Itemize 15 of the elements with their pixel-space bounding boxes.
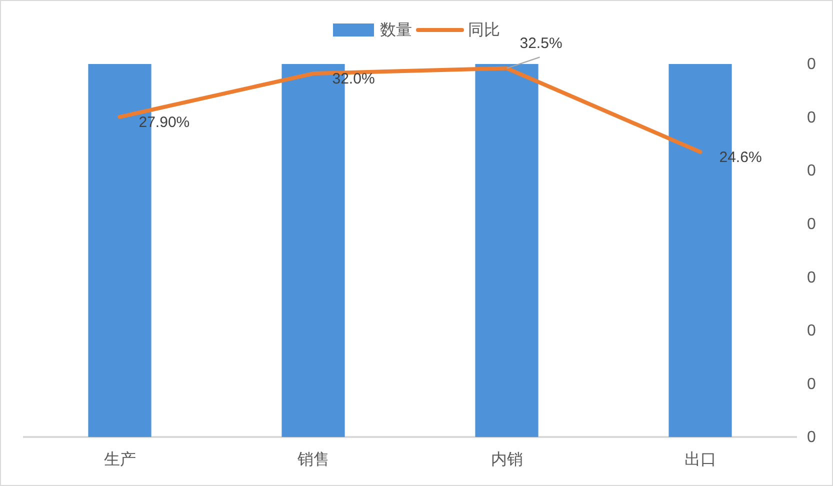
legend-label: 数量 (380, 22, 412, 38)
y2-tick-label: 0 (807, 322, 816, 340)
y2-tick-label: 0 (807, 162, 816, 180)
y2-tick-label: 0 (807, 429, 816, 446)
x-tick-label: 出口 (684, 450, 716, 468)
x-tick-label: 内销 (490, 450, 523, 468)
y2-tick-label: 0 (807, 216, 816, 233)
y2-tick-label: 0 (807, 56, 816, 74)
y2-tick-label: 0 (807, 269, 816, 286)
data-label: 32.5% (520, 34, 562, 52)
y2-tick-label: 0 (807, 376, 816, 393)
y2-tick-label: 0 (807, 109, 816, 126)
x-tick-label: 销售 (296, 451, 330, 468)
legend-label: 同比 (468, 20, 500, 38)
x-tick-label: 生产 (104, 450, 136, 468)
